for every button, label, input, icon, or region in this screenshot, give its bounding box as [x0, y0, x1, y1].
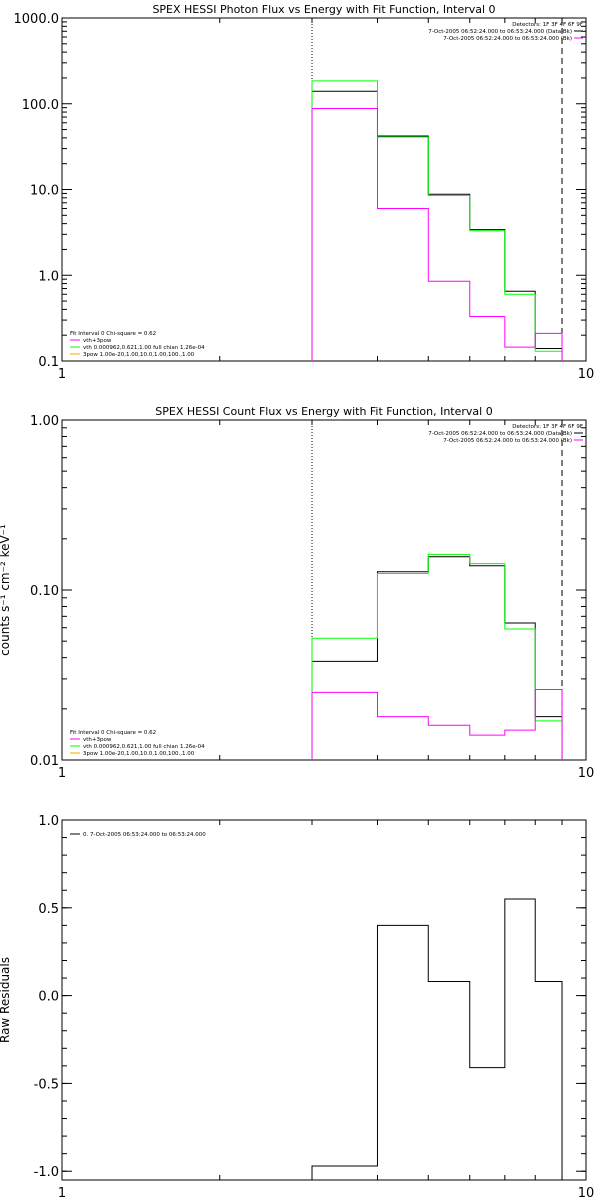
x-tick-label: 1 — [58, 367, 66, 382]
chart-title: SPEX HESSI Photon Flux vs Energy with Fi… — [152, 3, 495, 16]
series-line-1 — [311, 90, 563, 361]
y-tick-label: -1.0 — [34, 1165, 59, 1180]
x-tick-label: 10 — [578, 1186, 595, 1200]
legend-header: Detectors: 1F 3F 4F 6F 9F — [512, 424, 583, 430]
x-tick-label: 10 — [578, 766, 595, 781]
plot-frame — [61, 819, 587, 1181]
y-axis-label: counts s⁻¹ cm⁻² keV⁻¹ — [0, 524, 12, 656]
y-tick-label: 100.0 — [22, 98, 59, 113]
series-line-3 — [311, 108, 563, 361]
legend-label: 7-Oct-2005 06:52:24.000 to 06:53:24.000 … — [428, 431, 572, 437]
y-tick-label: 1.0 — [38, 814, 59, 829]
y-tick-label: 0.5 — [38, 902, 59, 917]
series-line-1 — [311, 898, 563, 1180]
series-line-2 — [311, 80, 563, 361]
legend-label: 7-Oct-2005 06:52:24.000 to 06:53:24.000 … — [428, 29, 572, 35]
plot-frame — [61, 17, 587, 362]
series-line-2 — [311, 553, 563, 760]
y-tick-label: 1.00 — [30, 414, 59, 429]
legend-label: vth+3pow — [83, 737, 112, 743]
chart-panel-1: SPEX HESSI Photon Flux vs Energy with Fi… — [14, 3, 595, 382]
legend-label: vth 0.000962,0.621,1.00 full chian 1.26e… — [83, 744, 205, 750]
y-tick-label: 1.0 — [38, 269, 59, 284]
y-tick-label: 0.10 — [30, 584, 59, 599]
legend-label: 3pow 1.00e-20,1.00,10.0,1.00,100.,1.00 — [83, 352, 195, 358]
legend-label: 3pow 1.00e-20,1.00,10.0,1.00,100.,1.00 — [83, 751, 195, 757]
legend-label: 0. 7-Oct-2005 06:53:24.000 to 06:53:24.0… — [83, 832, 206, 838]
legend-header: Fit Interval 0 Chi-square = 0.62 — [70, 730, 156, 736]
series-line-1 — [311, 556, 563, 760]
x-tick-label: 1 — [58, 766, 66, 781]
plot-frame — [61, 419, 587, 761]
legend-label: 7-Oct-2005 06:52:24.000 to 06:53:24.000 … — [443, 36, 572, 42]
y-tick-label: 0.01 — [30, 754, 59, 769]
chart-title: SPEX HESSI Count Flux vs Energy with Fit… — [155, 405, 492, 418]
chart-panel-2: SPEX HESSI Count Flux vs Energy with Fit… — [0, 405, 594, 781]
legend-header: Fit Interval 0 Chi-square = 0.62 — [70, 331, 156, 337]
y-tick-label: 10.0 — [30, 184, 59, 199]
legend-header: Detectors: 1F 3F 4F 6F 9F — [512, 22, 583, 28]
y-tick-label: -0.5 — [34, 1077, 59, 1092]
y-axis-label: Raw Residuals — [0, 957, 12, 1043]
chart-panel-3: Raw Residuals 1 10 -1.0 -0.5 0.0 0.5 1.0 0. 7-Oc… — [0, 814, 594, 1200]
x-tick-label: 1 — [58, 1186, 66, 1200]
y-tick-label: 1000.0 — [14, 12, 60, 27]
y-tick-label: 0.0 — [38, 990, 59, 1005]
series-line-3 — [311, 688, 563, 760]
legend-label: 7-Oct-2005 06:52:24.000 to 06:53:24.000 … — [443, 438, 572, 444]
legend-label: vth+3pow — [83, 338, 112, 344]
y-tick-label: 0.1 — [38, 355, 59, 370]
x-tick-label: 10 — [578, 367, 595, 382]
legend-label: vth 0.000962,0.621,1.00 full chian 1.26e… — [83, 345, 205, 351]
